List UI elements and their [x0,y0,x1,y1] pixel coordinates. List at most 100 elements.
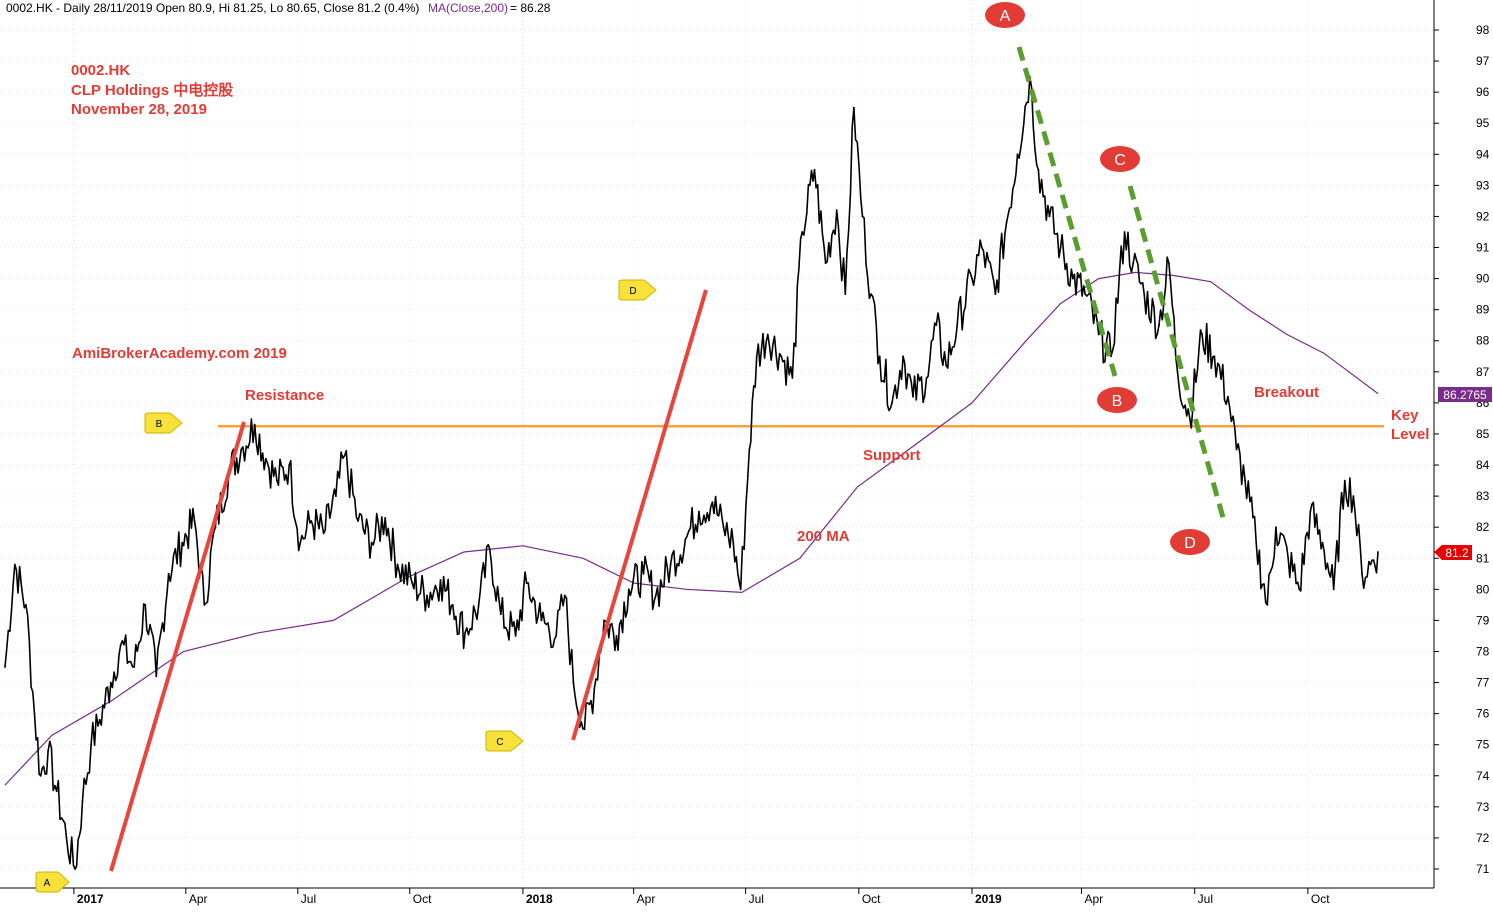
price-point [1309,510,1312,513]
price-point [55,790,58,793]
price-point [1201,333,1203,336]
price-point [835,209,838,212]
y-tick-label: 89 [1476,303,1490,317]
y-tick-label: 97 [1476,54,1490,68]
price-point [722,526,725,529]
price-point [310,520,313,522]
price-point [1275,526,1277,529]
price-point [193,520,196,522]
marker-small-a-label: A [44,878,51,889]
key-level-label-1: Key [1391,407,1419,424]
y-tick-label: 90 [1476,272,1490,286]
price-layer [4,75,1379,870]
price-point [1244,479,1246,482]
price-point [739,588,742,591]
key-level-label-2: Level [1391,426,1429,443]
price-point [1048,215,1051,218]
price-point [25,604,27,606]
price-point [109,681,112,684]
y-tick-label: 77 [1476,676,1490,690]
marker-big-c: C [1100,146,1140,172]
marker-big-d: D [1170,529,1210,555]
price-point [1123,231,1126,233]
close-price-tag-label: 81.2 [1445,546,1469,560]
price-point [4,666,6,668]
marker-small-a: A [35,871,70,893]
y-tick-label: 92 [1476,209,1490,223]
y-tick-label: 72 [1476,831,1490,845]
price-point [335,495,337,497]
price-point [133,666,136,668]
price-point [299,541,302,544]
price-point [181,541,184,544]
trendline-down-1 [1016,46,1118,377]
price-point [540,619,543,622]
x-tick-label: Oct [862,892,881,906]
y-tick-label: 73 [1476,800,1490,814]
y-tick-label: 82 [1476,520,1490,534]
gridlines [0,0,1434,888]
x-tick-label: Oct [1311,892,1330,906]
x-tick-label: Apr [1085,892,1104,906]
trendline-up-1 [109,421,246,872]
marker-big-d-label: D [1184,535,1196,552]
price-point [748,448,751,451]
price-point [1176,370,1179,373]
price-point [203,604,206,606]
price-point [971,277,973,280]
y-tick-label: 87 [1476,365,1490,379]
price-point [276,479,278,482]
y-tick-label: 84 [1476,458,1490,472]
price-point [980,246,983,249]
price-point [65,837,68,839]
price-point [1255,541,1258,544]
y-tick-label: 75 [1476,738,1490,752]
price-point [1059,246,1062,249]
price-point [464,631,466,634]
price-point [525,582,528,584]
trendline-up-2 [571,289,708,741]
price-point [956,324,959,327]
price-point [555,635,558,637]
price-point [1072,277,1074,280]
price-point [935,324,938,327]
y-tick-label: 71 [1476,862,1490,876]
price-point [357,520,359,522]
resistance-label: Resistance [245,387,324,404]
y-tick-label: 76 [1476,707,1490,721]
price-point [264,457,267,460]
x-tick-label: Jul [1198,892,1213,906]
price-point [861,215,864,218]
x-tick-label: 2018 [526,892,553,906]
price-point [1369,563,1372,566]
price-point [144,604,147,606]
ma-price-tag-label: 86.2765 [1443,388,1487,402]
x-tick-label: Jul [749,892,764,906]
price-point [642,572,645,575]
x-tick-label: Apr [637,892,656,906]
price-point [499,613,502,616]
marker-small-b-label: B [156,419,163,430]
chart-header-ma-label: MA(Close,200) [428,1,508,15]
price-point [766,333,769,336]
price-point [878,355,881,358]
price-point [593,687,596,690]
price-point [945,364,948,367]
price-point [563,594,566,597]
price-point [1097,333,1100,336]
price-point [1143,293,1146,295]
x-axis: 2017 Apr Jul Oct 2018 Apr Jul Oct 2019 Apr Jul Oct [73,888,1330,906]
x-tick-label: Oct [413,892,432,906]
price-point [81,799,84,802]
price-point [732,541,735,544]
price-point [98,718,101,721]
price-point [439,579,442,581]
price-point [615,635,618,637]
price-point [902,355,904,358]
price-point [824,262,827,264]
price-point [90,743,92,746]
series-ma200-line [4,271,1379,786]
price-point [253,423,256,426]
close-price-tag: 81.2 [1434,545,1472,560]
